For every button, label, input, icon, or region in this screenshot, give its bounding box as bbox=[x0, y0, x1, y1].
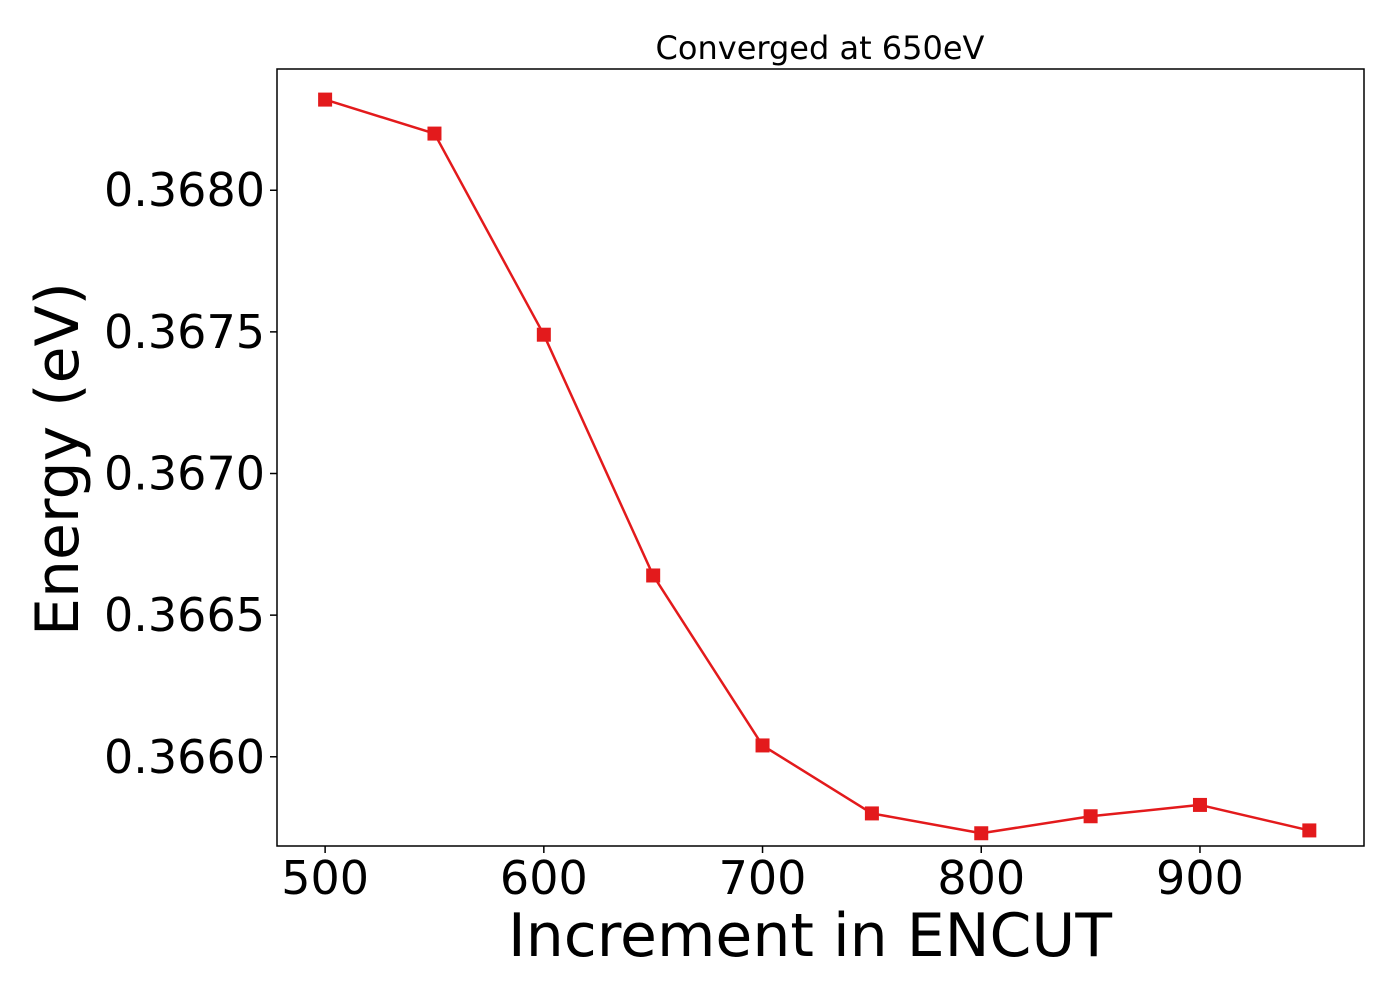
data-point-marker bbox=[864, 806, 879, 821]
y-tick-label: 0.3665 bbox=[104, 588, 265, 642]
plot-frame bbox=[276, 68, 1365, 847]
x-tick-label: 600 bbox=[500, 851, 588, 905]
data-point-marker bbox=[974, 826, 989, 841]
y-tick-label: 0.3680 bbox=[104, 163, 265, 217]
x-tick-label: 900 bbox=[1156, 851, 1244, 905]
y-axis-label: Energy (eV) bbox=[23, 282, 93, 636]
series-line bbox=[324, 98, 1310, 835]
data-point-marker bbox=[1192, 797, 1207, 812]
y-tick-label: 0.3670 bbox=[104, 447, 265, 501]
data-point-marker bbox=[318, 92, 333, 107]
data-point-marker bbox=[1302, 823, 1317, 838]
data-point-marker bbox=[755, 738, 770, 753]
y-tick-label: 0.3660 bbox=[104, 730, 265, 784]
x-axis-label: Increment in ENCUT bbox=[508, 901, 1112, 971]
x-tick-label: 700 bbox=[719, 851, 807, 905]
series-layer bbox=[318, 92, 1317, 841]
y-axis: 0.3660 0.3665 0.3670 0.3675 0.3680 bbox=[104, 163, 277, 784]
data-point-marker bbox=[646, 568, 661, 583]
y-tick-label: 0.3675 bbox=[104, 305, 265, 359]
chart-title: Converged at 650eV bbox=[656, 29, 985, 67]
x-tick-label: 800 bbox=[937, 851, 1025, 905]
x-axis: 500 600 700 800 900 bbox=[281, 846, 1244, 905]
data-point-marker bbox=[536, 327, 551, 342]
x-tick-label: 500 bbox=[281, 851, 369, 905]
data-point-marker bbox=[1083, 809, 1098, 824]
data-point-marker bbox=[427, 126, 442, 141]
